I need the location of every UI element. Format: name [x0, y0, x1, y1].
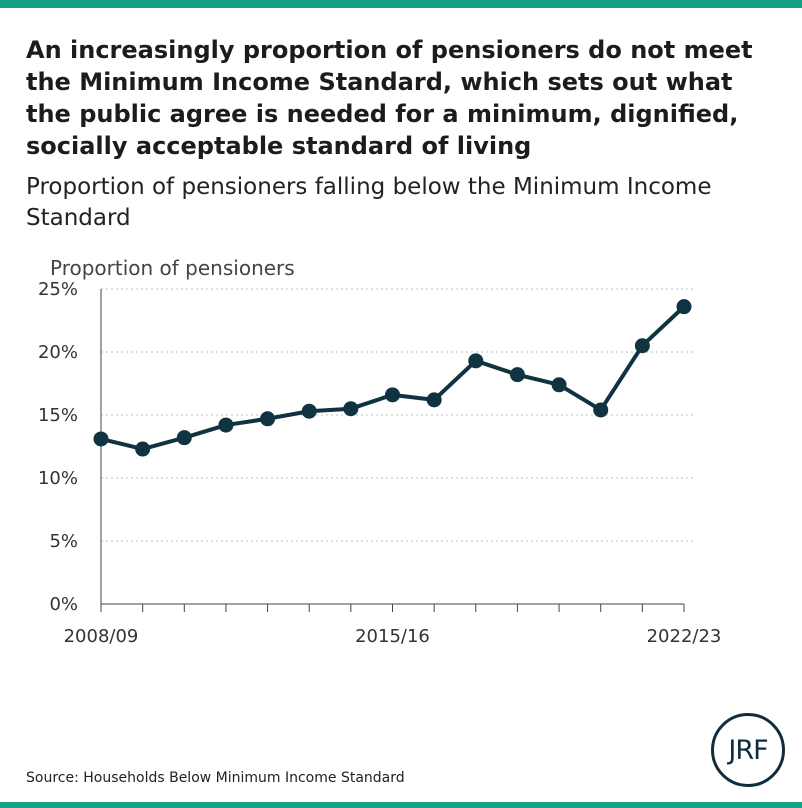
data-point: [218, 417, 234, 433]
data-point: [551, 377, 567, 393]
x-tick-label: 2022/23: [647, 626, 722, 647]
top-accent-bar: [0, 0, 802, 8]
data-point: [593, 402, 609, 418]
data-point: [426, 392, 442, 408]
y-axis-label: Proportion of pensioners: [50, 256, 295, 280]
y-tick-label: 20%: [38, 342, 78, 363]
data-point: [468, 353, 484, 369]
data-point: [176, 430, 192, 446]
data-point: [301, 403, 317, 419]
data-point: [676, 299, 692, 315]
data-point: [260, 411, 276, 427]
source-note: Source: Households Below Minimum Income …: [26, 770, 405, 786]
series-line: [100, 305, 686, 452]
jrf-logo: JRF: [711, 713, 785, 787]
y-tick-label: 10%: [38, 468, 78, 489]
y-tick-label: 0%: [49, 594, 78, 615]
data-point: [385, 387, 400, 403]
data-point: [343, 401, 359, 417]
data-point: [135, 441, 151, 457]
y-tick-label: 15%: [38, 405, 78, 426]
x-tick-label: 2008/09: [64, 626, 139, 647]
y-tick-label: 5%: [49, 531, 78, 552]
chart-subtitle: Proportion of pensioners falling below t…: [26, 174, 712, 231]
y-tick-label: 25%: [38, 279, 78, 300]
data-point: [509, 367, 525, 383]
x-tick-label: 2015/16: [355, 626, 430, 647]
data-point: [634, 338, 650, 354]
chart-title: An increasingly proportion of pensioners…: [26, 36, 753, 160]
data-point: [93, 431, 109, 447]
bottom-accent-bar: [0, 802, 802, 808]
